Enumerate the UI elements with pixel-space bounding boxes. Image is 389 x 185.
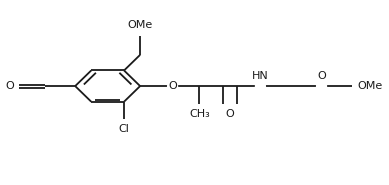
Circle shape [256, 84, 265, 88]
Circle shape [168, 84, 177, 88]
Text: O: O [317, 70, 326, 80]
Text: OMe: OMe [358, 81, 383, 91]
Text: Cl: Cl [119, 124, 130, 134]
Text: CH₃: CH₃ [189, 109, 210, 119]
Text: O: O [6, 81, 14, 91]
Text: OMe: OMe [128, 20, 153, 30]
Text: O: O [226, 109, 234, 119]
Text: HN: HN [252, 70, 269, 80]
Circle shape [317, 84, 326, 88]
Text: O: O [168, 81, 177, 91]
